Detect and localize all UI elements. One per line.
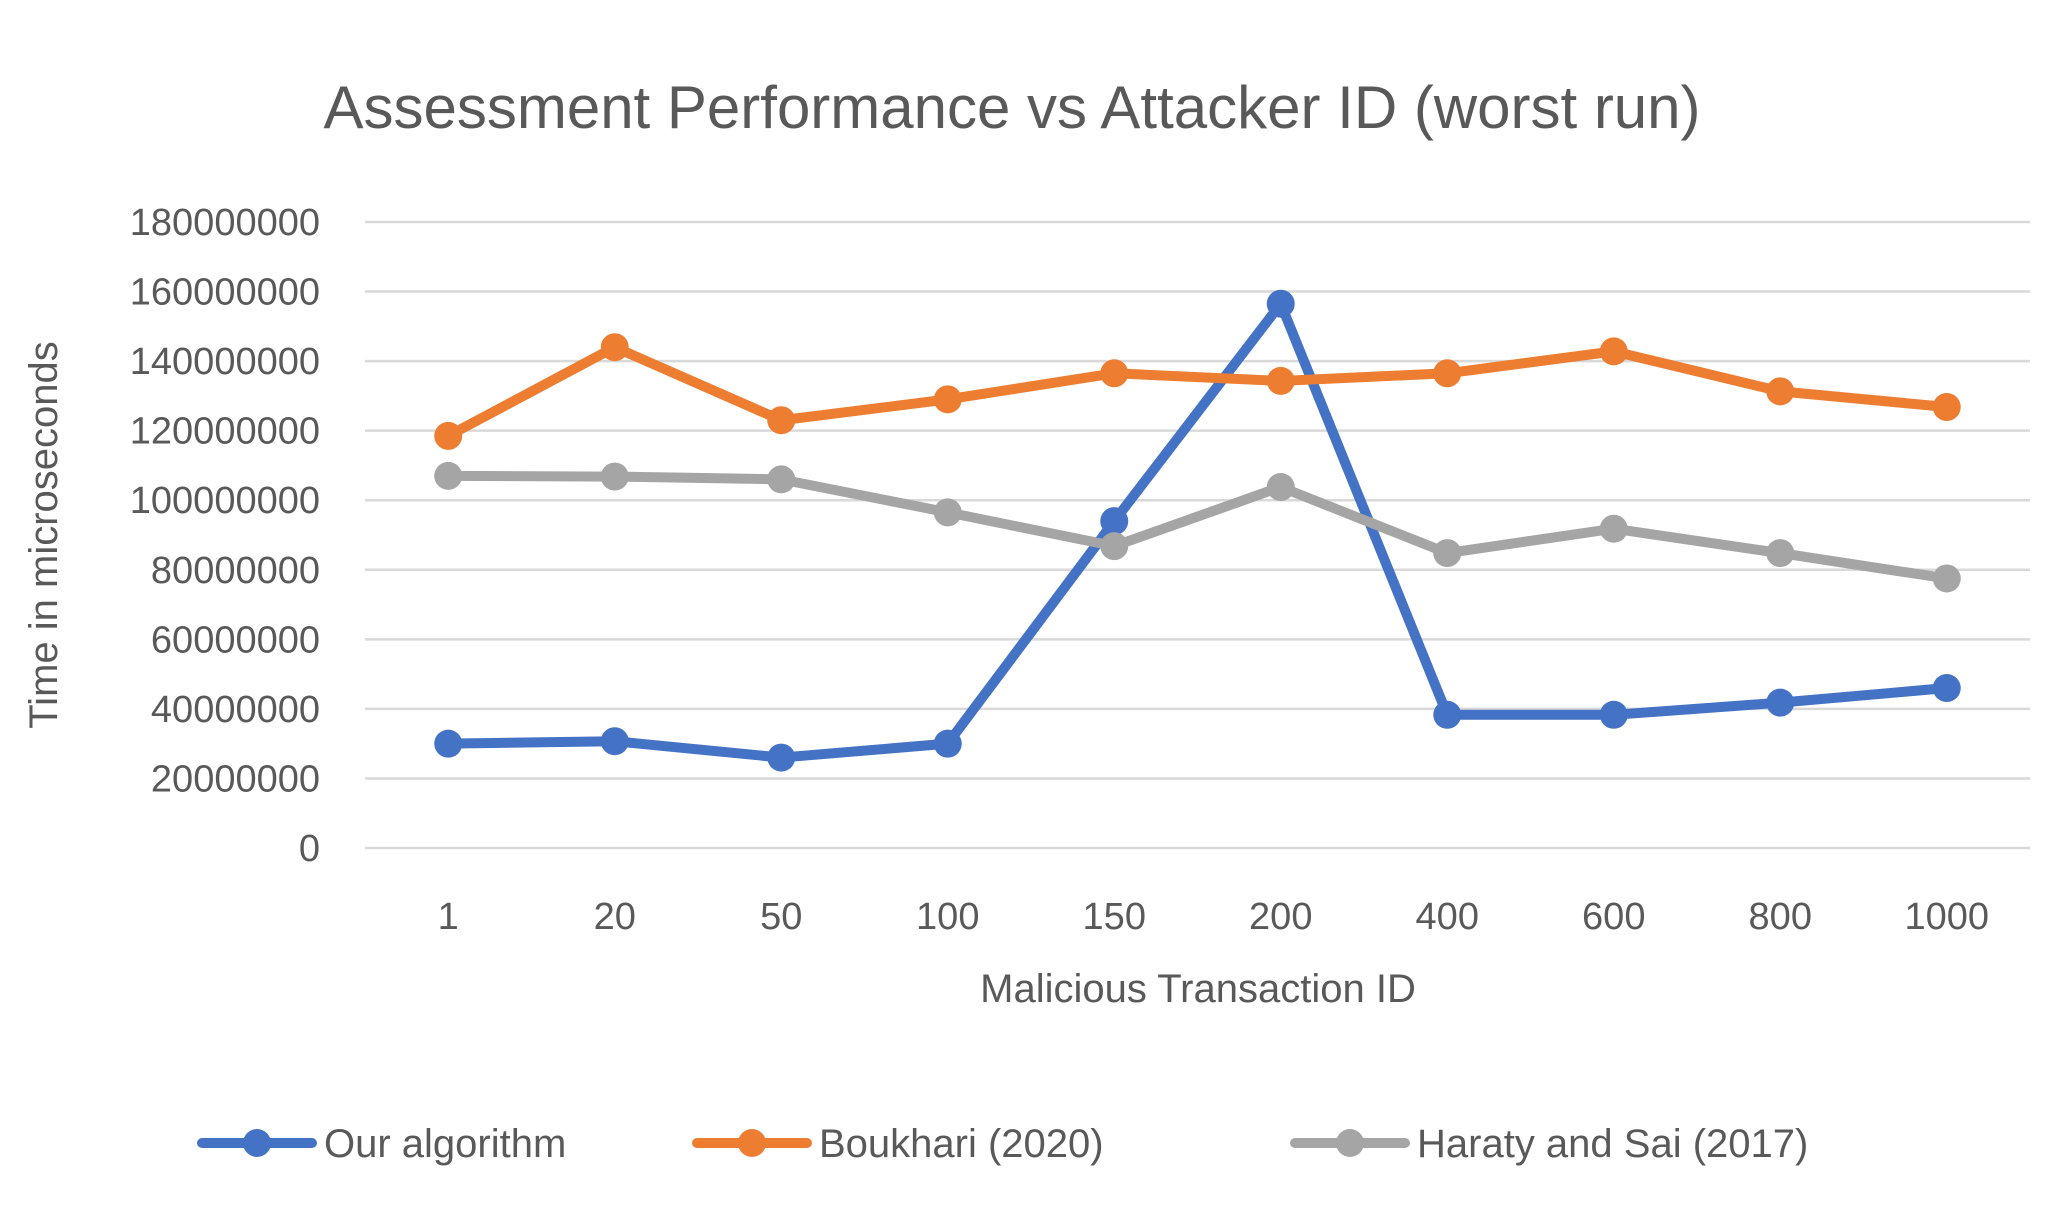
legend-label: Haraty and Sai (2017): [1417, 1122, 1808, 1166]
data-point: [1100, 532, 1129, 561]
legend-item: Haraty and Sai (2017): [1290, 1122, 1808, 1166]
series-lines: [434, 289, 1961, 772]
gridlines: [365, 220, 2030, 850]
legend-item: Boukhari (2020): [692, 1122, 1104, 1166]
x-axis-tick-labels: 1 20 50 100 150 200 400 600 800 1000: [438, 896, 1989, 938]
legend-swatch-marker: [1336, 1129, 1364, 1157]
y-tick-label: 180000000: [130, 202, 320, 244]
x-tick-label: 20: [594, 896, 636, 938]
data-point: [1932, 564, 1961, 593]
x-tick-label: 600: [1582, 896, 1645, 938]
data-point: [767, 406, 796, 435]
y-axis-title: Time in microseconds: [22, 341, 66, 729]
y-tick-label: 20000000: [151, 758, 320, 800]
data-point: [1599, 700, 1628, 729]
series-3: [434, 461, 1961, 593]
data-point: [1766, 688, 1795, 717]
data-point: [1599, 337, 1628, 366]
legend: Our algorithm Boukhari (2020) Haraty and S…: [197, 1122, 1808, 1166]
series-1: [434, 289, 1961, 772]
data-point: [1100, 359, 1129, 388]
data-point: [1100, 507, 1129, 536]
data-point: [600, 333, 629, 362]
data-point: [600, 727, 629, 756]
y-tick-label: 80000000: [151, 550, 320, 592]
x-tick-label: 50: [760, 896, 802, 938]
series-line: [443, 470, 1952, 584]
data-point: [767, 743, 796, 772]
legend-item: Our algorithm: [197, 1122, 566, 1166]
legend-label: Boukhari (2020): [819, 1122, 1104, 1166]
data-point: [767, 465, 796, 494]
data-point: [933, 729, 962, 758]
x-tick-label: 800: [1749, 896, 1812, 938]
x-tick-label: 150: [1083, 896, 1146, 938]
x-axis-title: Malicious Transaction ID: [980, 967, 1416, 1011]
y-tick-label: 120000000: [130, 411, 320, 453]
data-point: [434, 729, 463, 758]
x-tick-label: 200: [1249, 896, 1312, 938]
legend-swatch-marker: [243, 1129, 271, 1157]
x-tick-label: 100: [916, 896, 979, 938]
y-tick-label: 60000000: [151, 619, 320, 661]
series-2: [434, 333, 1961, 450]
data-point: [1266, 473, 1295, 502]
data-point: [1266, 289, 1295, 318]
x-tick-label: 1: [438, 896, 459, 938]
legend-swatch-marker: [738, 1129, 766, 1157]
y-tick-label: 140000000: [130, 341, 320, 383]
data-point: [434, 421, 463, 450]
data-point: [1433, 539, 1462, 568]
data-point: [434, 461, 463, 490]
y-tick-label: 40000000: [151, 689, 320, 731]
y-axis-tick-labels: 0 20000000 40000000 60000000 80000000 1000000…: [130, 202, 320, 870]
data-point: [933, 498, 962, 527]
data-point: [1266, 366, 1295, 395]
data-point: [1932, 393, 1961, 422]
data-point: [1599, 514, 1628, 543]
chart-title: Assessment Performance vs Attacker ID (w…: [323, 74, 1700, 141]
y-tick-label: 0: [299, 828, 320, 870]
legend-label: Our algorithm: [324, 1122, 566, 1166]
data-point: [1766, 377, 1795, 406]
data-point: [1932, 674, 1961, 703]
x-tick-label: 400: [1416, 896, 1479, 938]
data-point: [1433, 359, 1462, 388]
x-tick-label: 1000: [1904, 896, 1989, 938]
data-point: [1433, 700, 1462, 729]
y-tick-label: 160000000: [130, 272, 320, 314]
data-point: [933, 385, 962, 414]
series-line: [443, 342, 1952, 441]
y-tick-label: 100000000: [130, 480, 320, 522]
series-line: [443, 298, 1952, 763]
data-point: [1766, 539, 1795, 568]
data-point: [600, 462, 629, 491]
